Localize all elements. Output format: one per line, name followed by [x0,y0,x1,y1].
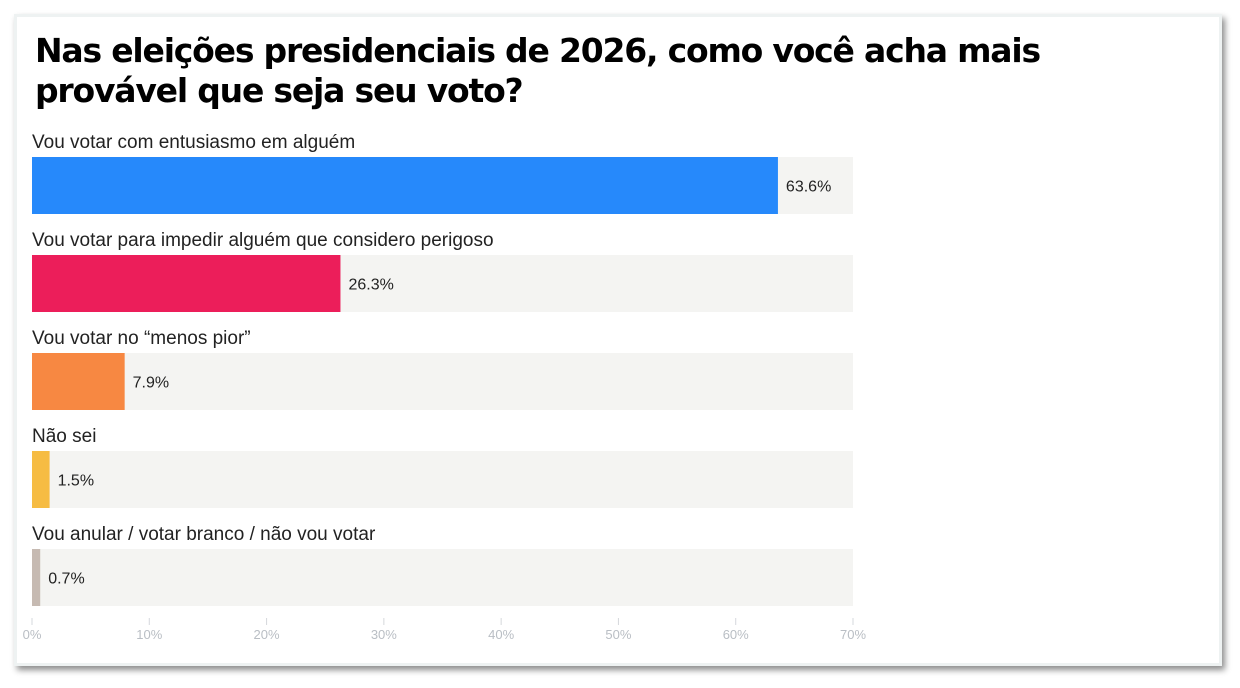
value-label: 63.6% [786,179,831,196]
bar [32,549,41,606]
bar-track [32,549,853,606]
x-tick-label: 70% [840,627,866,642]
x-tick-label: 30% [371,627,397,642]
x-tick-label: 20% [254,627,280,642]
bar-track [32,353,853,410]
value-label: 26.3% [348,277,393,294]
bar-track [32,451,853,508]
category-label: Vou votar com entusiasmo em alguém [32,132,355,153]
x-tick-label: 10% [136,627,162,642]
value-label: 1.5% [58,473,94,490]
chart-title: Nas eleições presidenciais de 2026, como… [35,31,1041,110]
category-label: Não sei [32,426,96,447]
x-tick-label: 0% [23,627,42,642]
category-label: Vou anular / votar branco / não vou vota… [32,524,376,545]
bar [32,255,341,312]
value-label: 0.7% [48,571,84,588]
x-tick-label: 50% [605,627,631,642]
value-label: 7.9% [133,375,169,392]
x-tick-label: 40% [488,627,514,642]
category-label: Vou votar para impedir alguém que consid… [32,230,494,251]
bar [32,157,778,214]
x-tick-label: 60% [723,627,749,642]
bar [32,451,50,508]
category-label: Vou votar no “menos pior” [32,328,251,349]
bar [32,353,125,410]
